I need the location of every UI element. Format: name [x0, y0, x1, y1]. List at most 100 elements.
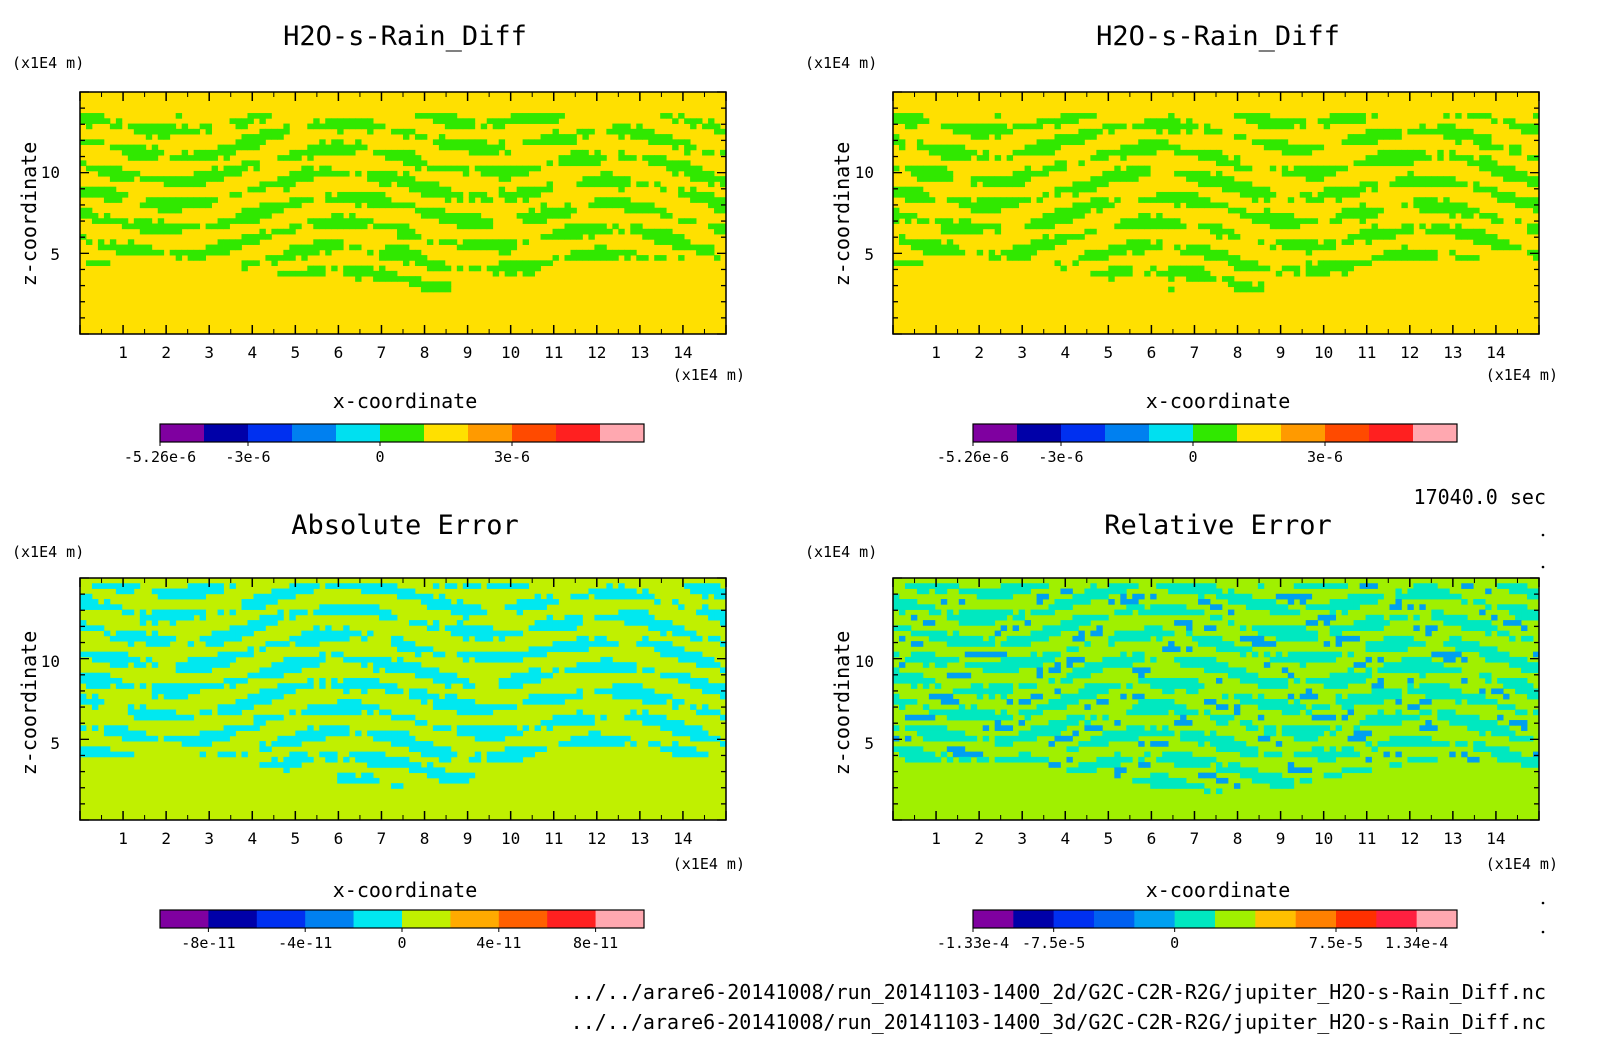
- heatmap-cell: [1192, 271, 1198, 277]
- heatmap-cell: [355, 218, 361, 224]
- heatmap-cell: [666, 113, 672, 119]
- heatmap-cell: [965, 636, 971, 642]
- heatmap-cell: [1180, 589, 1186, 595]
- heatmap-cell: [1366, 646, 1372, 652]
- heatmap-cell: [206, 589, 212, 595]
- heatmap-cell: [1252, 636, 1258, 642]
- heatmap-cell: [505, 704, 511, 710]
- heatmap-cell: [403, 762, 409, 768]
- heatmap-cell: [696, 610, 702, 616]
- heatmap-cell: [1449, 202, 1455, 208]
- heatmap-cell: [337, 704, 343, 710]
- heatmap-cell: [935, 631, 941, 637]
- heatmap-cell: [1395, 255, 1401, 261]
- heatmap-cell: [128, 155, 134, 161]
- heatmap-cell: [565, 134, 571, 140]
- heatmap-cell: [1007, 129, 1013, 135]
- heatmap-cell: [953, 129, 959, 135]
- heatmap-cell: [1001, 610, 1007, 616]
- heatmap-cell: [690, 752, 696, 758]
- heatmap-cell: [1126, 599, 1132, 605]
- colorbar-label: -3e-6: [225, 448, 270, 466]
- heatmap-cell: [313, 250, 319, 256]
- heatmap-cell: [337, 699, 343, 705]
- heatmap-cell: [1234, 667, 1240, 673]
- heatmap-cell: [1198, 266, 1204, 272]
- heatmap-cell: [170, 124, 176, 130]
- heatmap-cell: [1204, 625, 1210, 631]
- heatmap-cell: [1336, 118, 1342, 124]
- heatmap-cell: [929, 176, 935, 182]
- x-tick-label: 6: [334, 343, 344, 362]
- heatmap-cell: [391, 736, 397, 742]
- heatmap-cell: [1055, 599, 1061, 605]
- heatmap-cell: [271, 615, 277, 621]
- heatmap-cell: [547, 594, 553, 600]
- heatmap-cell: [349, 699, 355, 705]
- heatmap-cell: [1055, 239, 1061, 245]
- heatmap-cell: [1270, 599, 1276, 605]
- heatmap-cell: [1084, 620, 1090, 626]
- heatmap-cell: [684, 731, 690, 737]
- heatmap-cell: [1342, 187, 1348, 193]
- heatmap-cell: [648, 699, 654, 705]
- heatmap-cell: [672, 741, 678, 747]
- heatmap-cell: [708, 197, 714, 203]
- heatmap-cell: [696, 245, 702, 251]
- heatmap-cell: [1378, 615, 1384, 621]
- heatmap-cell: [1252, 266, 1258, 272]
- heatmap-cell: [1497, 604, 1503, 610]
- heatmap-cell: [1043, 631, 1049, 637]
- heatmap-cell: [1258, 636, 1264, 642]
- heatmap-cell: [1360, 234, 1366, 240]
- heatmap-cell: [283, 767, 289, 773]
- heatmap-cell: [469, 213, 475, 219]
- heatmap-cell: [415, 160, 421, 166]
- heatmap-cell: [899, 118, 905, 124]
- heatmap-cell: [672, 245, 678, 251]
- heatmap-cell: [1509, 657, 1515, 663]
- heatmap-cell: [523, 260, 529, 266]
- heatmap-cell: [134, 155, 140, 161]
- heatmap-cell: [128, 250, 134, 256]
- heatmap-cell: [1419, 255, 1425, 261]
- heatmap-cell: [612, 641, 618, 647]
- heatmap-cell: [493, 239, 499, 245]
- heatmap-cell: [1090, 255, 1096, 261]
- heatmap-cell: [445, 124, 451, 130]
- heatmap-cell: [702, 610, 708, 616]
- heatmap-cell: [230, 683, 236, 689]
- heatmap-cell: [1210, 255, 1216, 261]
- heatmap-cell: [325, 625, 331, 631]
- heatmap-cell: [899, 139, 905, 145]
- heatmap-cell: [594, 594, 600, 600]
- heatmap-cell: [600, 657, 606, 663]
- heatmap-cell: [565, 620, 571, 626]
- heatmap-cell: [947, 583, 953, 589]
- heatmap-cell: [445, 118, 451, 124]
- heatmap-cell: [140, 250, 146, 256]
- heatmap-cell: [98, 752, 104, 758]
- heatmap-cell: [1491, 145, 1497, 151]
- heatmap-cell: [409, 187, 415, 193]
- heatmap-cell: [236, 710, 242, 716]
- x-tick-label: 7: [1190, 343, 1200, 362]
- heatmap-cell: [1324, 604, 1330, 610]
- heatmap-cell: [409, 160, 415, 166]
- heatmap-cell: [1491, 118, 1497, 124]
- heatmap-cell: [1216, 176, 1222, 182]
- heatmap-cell: [618, 615, 624, 621]
- heatmap-cell: [983, 176, 989, 182]
- heatmap-cell: [600, 155, 606, 161]
- heatmap-cell: [194, 155, 200, 161]
- heatmap-cell: [1240, 625, 1246, 631]
- heatmap-cell: [493, 266, 499, 272]
- heatmap-cell: [929, 620, 935, 626]
- heatmap-cell: [218, 631, 224, 637]
- heatmap-cell: [1168, 113, 1174, 119]
- heatmap-cell: [1204, 176, 1210, 182]
- heatmap-cell: [630, 129, 636, 135]
- heatmap-cell: [499, 266, 505, 272]
- heatmap-cell: [445, 197, 451, 203]
- heatmap-cell: [708, 245, 714, 251]
